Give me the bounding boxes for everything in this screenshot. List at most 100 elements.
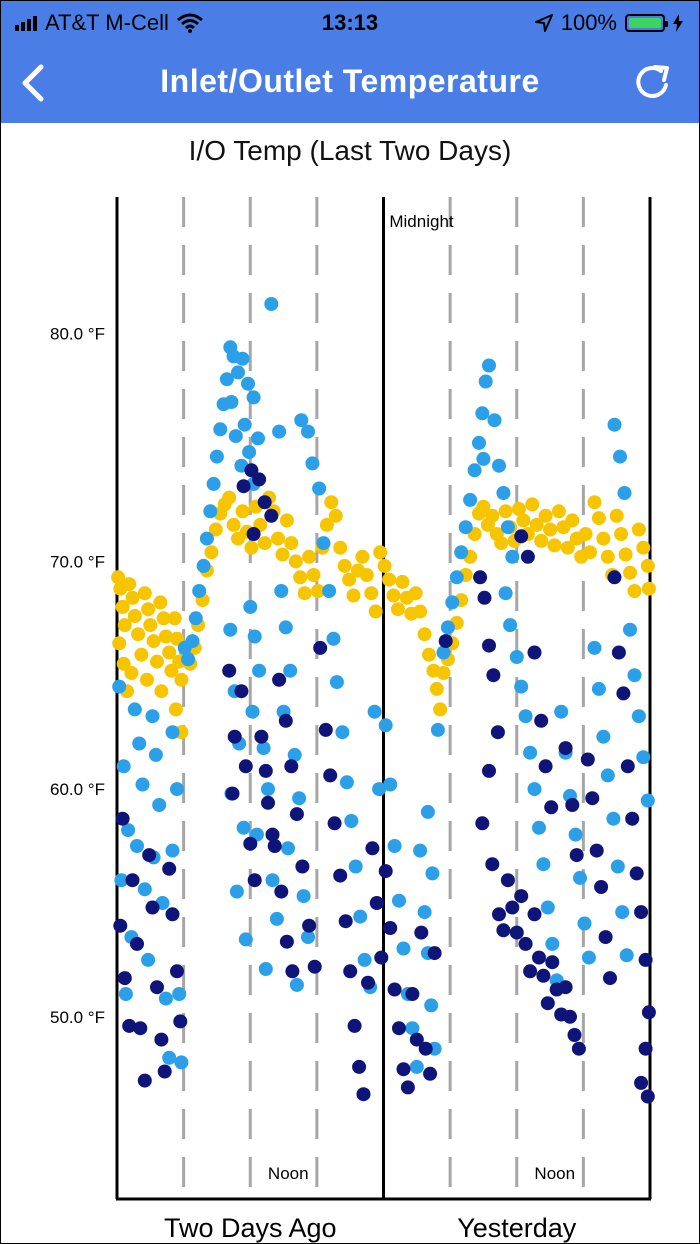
chart-title: I/O Temp (Last Two Days) — [188, 135, 512, 166]
data-point — [172, 987, 187, 1001]
data-point — [196, 558, 211, 573]
data-point — [140, 672, 154, 687]
data-point — [292, 791, 307, 806]
data-point — [640, 1089, 655, 1104]
data-point — [316, 536, 331, 551]
signal-bars-icon — [15, 15, 37, 31]
data-point — [234, 684, 249, 699]
data-point — [636, 750, 651, 765]
data-point — [324, 495, 339, 510]
data-point — [638, 952, 653, 967]
data-point — [500, 520, 515, 535]
data-point — [598, 930, 613, 945]
data-point — [545, 936, 560, 951]
data-point — [600, 549, 615, 564]
data-point — [145, 709, 160, 724]
temperature-chart: 50.0 °F 60.0 °F 70.0 °F 80.0 °F Midnight Noo… — [50, 197, 656, 1243]
y-tick-label: 50.0 °F — [50, 1008, 105, 1027]
annotation-label: Noon — [268, 1164, 309, 1183]
data-point — [414, 925, 429, 940]
data-point — [390, 602, 405, 617]
data-point — [505, 900, 520, 915]
data-point — [540, 996, 555, 1011]
data-point — [157, 1064, 172, 1079]
data-point — [527, 645, 542, 660]
data-point — [440, 620, 455, 635]
data-point — [527, 782, 542, 797]
data-point — [213, 422, 228, 437]
data-point — [498, 586, 513, 601]
data-point — [152, 798, 167, 812]
data-point — [625, 811, 640, 826]
data-point — [244, 463, 259, 478]
charging-bolt-icon — [673, 14, 683, 32]
data-point — [534, 713, 549, 728]
data-point — [272, 424, 287, 439]
data-point — [478, 374, 493, 389]
data-point — [458, 520, 473, 535]
data-point — [405, 1021, 420, 1036]
data-point — [377, 558, 392, 573]
data-point — [641, 1005, 656, 1020]
data-point — [236, 820, 251, 835]
data-point — [137, 586, 152, 601]
chart-annotations: Midnight Noon Noon — [268, 212, 575, 1183]
data-point — [241, 376, 255, 391]
data-point — [346, 588, 361, 603]
data-point — [610, 859, 625, 874]
data-point — [125, 873, 140, 888]
data-point — [558, 980, 573, 995]
data-point — [618, 547, 633, 562]
data-point — [130, 936, 144, 951]
data-point — [627, 584, 642, 598]
data-point — [565, 513, 580, 528]
data-point — [115, 811, 130, 826]
data-point — [164, 663, 179, 678]
data-point — [162, 645, 177, 660]
data-point — [247, 629, 262, 644]
data-point — [348, 859, 363, 874]
data-point — [293, 570, 308, 585]
data-point — [112, 679, 127, 694]
data-point — [173, 1014, 188, 1029]
data-point — [165, 843, 180, 858]
data-point — [540, 900, 555, 915]
data-point — [222, 663, 237, 678]
data-point — [112, 636, 127, 651]
data-point — [627, 668, 642, 683]
data-point — [225, 786, 240, 801]
data-point — [257, 495, 272, 510]
data-point — [305, 456, 320, 471]
data-point — [494, 536, 509, 551]
data-point — [244, 540, 259, 555]
data-point — [296, 889, 311, 904]
data-point — [438, 634, 453, 649]
data-point — [532, 950, 546, 965]
data-point — [257, 536, 272, 551]
data-point — [115, 599, 130, 614]
data-point — [328, 508, 343, 523]
data-point — [640, 793, 655, 808]
refresh-icon[interactable] — [633, 61, 673, 103]
data-point — [383, 777, 398, 792]
data-point — [475, 406, 490, 421]
chevron-left-icon[interactable] — [17, 63, 47, 103]
data-point — [571, 1041, 586, 1056]
wifi-icon — [176, 13, 203, 33]
data-point — [162, 1050, 177, 1065]
data-point — [490, 725, 505, 740]
data-point — [496, 486, 511, 500]
data-point — [333, 540, 348, 555]
data-point — [284, 759, 299, 774]
y-tick-label: 70.0 °F — [50, 552, 105, 571]
data-point — [311, 584, 325, 598]
data-point — [301, 930, 315, 945]
data-point — [581, 950, 596, 965]
data-point — [278, 620, 293, 635]
data-point — [518, 709, 533, 724]
data-point — [500, 873, 515, 888]
data-point — [302, 549, 317, 564]
data-point — [274, 884, 289, 899]
data-point — [536, 968, 551, 983]
data-point — [372, 782, 387, 797]
